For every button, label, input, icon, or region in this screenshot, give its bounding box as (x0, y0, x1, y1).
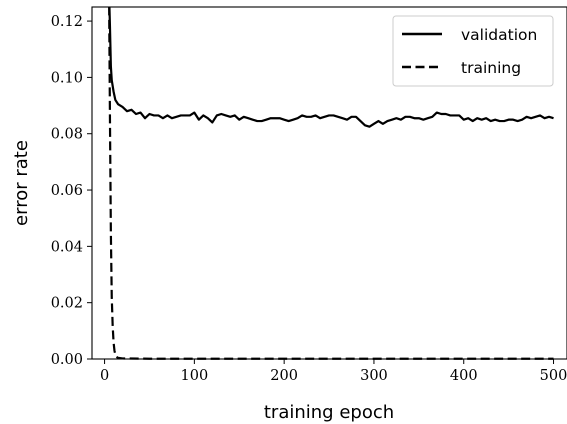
x-tick-label: 300 (360, 368, 388, 384)
plot-frame (91, 6, 567, 360)
x-tick-label: 200 (270, 368, 298, 384)
x-tick-label: 500 (540, 368, 567, 384)
y-tick-label: 0.02 (51, 296, 83, 312)
x-tick-label: 0 (100, 368, 109, 384)
y-tick-label: 0.08 (51, 127, 83, 143)
y-tick-label: 0.04 (51, 239, 83, 255)
series-line-validation (108, 7, 554, 128)
y-tick-label: 0.10 (51, 70, 83, 86)
legend: validation training (392, 15, 554, 87)
axes-layer: 0 100 200 300 400 500 0.00 0.02 0.04 0.06 0.08 0.10… (51, 14, 567, 384)
x-axis-title: training epoch (264, 402, 394, 423)
x-tick-label: 400 (450, 368, 478, 384)
y-axis-title: error rate (11, 140, 32, 226)
legend-label-training: training (461, 59, 521, 77)
y-tick-label: 0.06 (51, 183, 83, 199)
x-tick-label: 100 (181, 368, 209, 384)
y-tick-label: 0.00 (51, 352, 83, 368)
y-tick-label: 0.12 (51, 14, 83, 30)
legend-label-validation: validation (461, 26, 537, 44)
